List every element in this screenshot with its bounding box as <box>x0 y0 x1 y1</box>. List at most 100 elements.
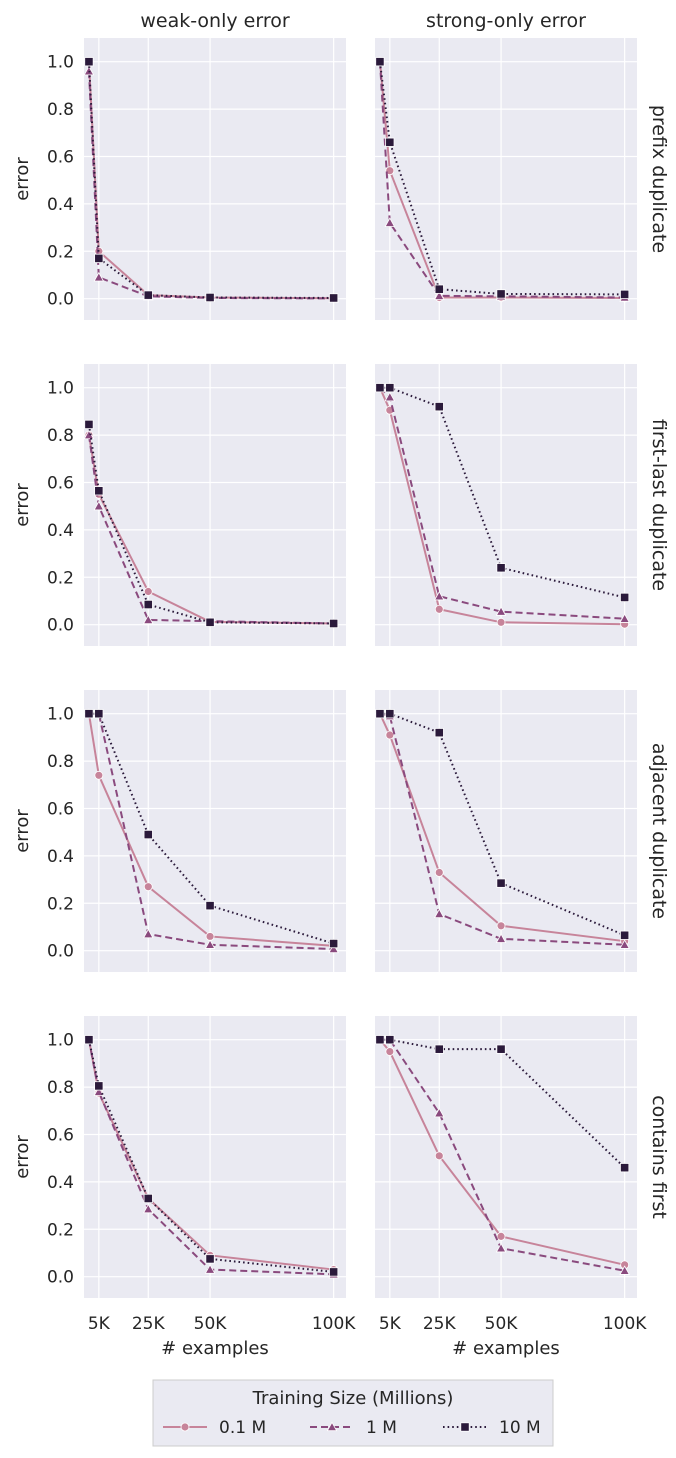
legend-box <box>152 1379 554 1447</box>
panel-background <box>375 364 637 646</box>
y-tick-label: 0.6 <box>47 799 74 819</box>
data-point <box>385 730 395 740</box>
x-axis-label: # examples <box>161 1338 269 1359</box>
y-tick-label: 0.6 <box>47 1125 74 1145</box>
data-point <box>496 878 506 888</box>
y-tick-label: 1.0 <box>47 379 74 399</box>
x-tick-label: 25K <box>423 1314 457 1334</box>
data-point <box>93 271 105 282</box>
panel-background <box>375 690 637 972</box>
data-point <box>205 292 215 303</box>
data-point <box>143 882 153 892</box>
y-tick-label: 0.8 <box>47 1078 74 1098</box>
data-point <box>328 943 339 954</box>
panel-3-1: 0.0 0.2 0.4 0.6 0.8 1.0 error <box>12 690 346 972</box>
row-title: adjacent duplicate <box>648 743 670 919</box>
y-tick-label: 0.6 <box>47 147 74 167</box>
data-point <box>142 1203 154 1214</box>
y-tick-label: 0.0 <box>47 616 74 636</box>
y-tick-label: 0.4 <box>47 847 74 867</box>
column-title: strong-only error <box>426 10 586 32</box>
y-tick-label: 0.4 <box>47 195 74 215</box>
panel-4-1: 0.0 0.2 0.4 0.6 0.8 1.0 error 5K 25K 50K 100K # exa… <box>12 1016 356 1359</box>
panel-2-2: first-last duplicate <box>374 364 670 646</box>
series-10-m <box>84 57 339 303</box>
data-point <box>84 709 94 719</box>
data-point <box>384 217 396 227</box>
series-line <box>378 61 625 299</box>
data-point <box>495 1242 507 1253</box>
y-tick-label: 0.8 <box>47 426 74 446</box>
y-tick-label: 1.0 <box>47 705 74 725</box>
data-point <box>434 728 444 738</box>
row-title: prefix duplicate <box>648 105 670 253</box>
legend: Training Size (Millions) 0.1 M 1 M 10 M <box>152 1379 554 1447</box>
x-tick-label: 5K <box>379 1314 402 1334</box>
data-point <box>385 1047 395 1056</box>
series-line <box>379 386 625 620</box>
y-axis-label: error <box>12 1135 33 1179</box>
y-axis-label: error <box>12 809 33 853</box>
y-tick-label: 1.0 <box>47 53 74 73</box>
legend-marker <box>326 1421 338 1432</box>
data-point <box>83 65 95 76</box>
x-tick-label: 50K <box>485 1314 519 1334</box>
legend-marker <box>460 1422 470 1432</box>
data-point <box>375 709 385 719</box>
data-point <box>496 563 506 573</box>
data-point <box>84 57 94 67</box>
data-point <box>434 284 444 294</box>
y-tick-label: 0.4 <box>47 1173 74 1193</box>
data-point <box>329 293 339 303</box>
x-tick-label: 100K <box>312 1314 356 1334</box>
series-10-m <box>84 419 339 629</box>
data-point <box>384 391 396 402</box>
data-point <box>143 599 153 610</box>
data-point <box>495 606 507 616</box>
data-point <box>495 933 507 943</box>
data-point <box>496 1231 506 1241</box>
data-point <box>433 908 445 919</box>
data-point <box>205 901 215 911</box>
data-point <box>143 1193 153 1204</box>
data-point <box>619 939 630 949</box>
data-point <box>385 137 395 147</box>
y-tick-label: 1.0 <box>47 1031 74 1051</box>
data-point <box>434 1151 444 1161</box>
data-point <box>385 709 395 719</box>
data-point <box>619 613 630 623</box>
data-point <box>84 1035 94 1045</box>
series-10-m <box>375 57 630 300</box>
data-point <box>496 289 506 299</box>
data-point <box>205 932 215 941</box>
legend-entry: 10 M <box>443 1418 541 1438</box>
x-tick-label: 5K <box>88 1314 111 1334</box>
y-tick-label: 0.0 <box>47 942 74 962</box>
legend-label: 0.1 M <box>219 1418 266 1438</box>
data-point <box>93 500 105 511</box>
data-point <box>434 604 444 614</box>
data-point <box>434 1044 444 1054</box>
data-point <box>143 587 153 596</box>
legend-label: 10 M <box>499 1418 541 1438</box>
data-point <box>375 57 385 67</box>
y-tick-label: 0.2 <box>47 568 74 588</box>
data-point <box>204 939 216 949</box>
y-tick-label: 0.2 <box>47 894 74 914</box>
data-point <box>620 930 630 940</box>
series-10-m <box>84 1035 339 1277</box>
data-point <box>94 253 104 263</box>
data-point <box>434 868 444 877</box>
data-point <box>143 829 153 840</box>
panel-4-2: contains first 5K 25K 50K 100K # examples <box>374 1016 670 1359</box>
x-tick-label: 50K <box>194 1314 228 1334</box>
data-point <box>619 1265 630 1275</box>
data-point <box>94 1081 104 1091</box>
data-point <box>433 290 445 300</box>
series-10-m <box>375 1035 630 1173</box>
y-tick-label: 0.2 <box>47 1220 74 1240</box>
legend-title: Training Size (Millions) <box>252 1388 454 1409</box>
data-point <box>143 290 153 300</box>
data-point <box>329 938 339 949</box>
data-point <box>433 590 445 601</box>
